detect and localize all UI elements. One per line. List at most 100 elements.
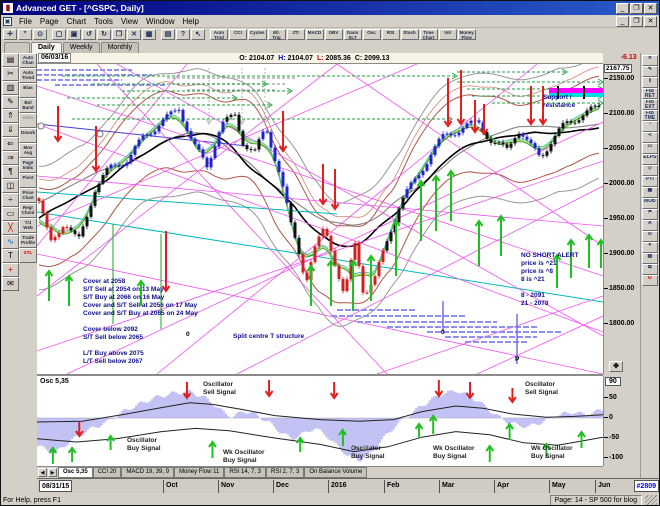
study-button-cci[interactable]: CCI	[229, 29, 247, 40]
elliott-wave-icon[interactable]: ∿	[2, 235, 19, 249]
trendlines-icon[interactable]: ╳	[2, 221, 19, 235]
study-button-rsi[interactable]: RSI	[381, 29, 400, 40]
rectangle-tool-icon[interactable]: ▭	[641, 143, 658, 154]
tile-windows-icon[interactable]: ▦	[142, 29, 156, 40]
child-restore-button[interactable]: ❐	[630, 15, 643, 27]
arrow-right-icon[interactable]: ⇒	[2, 151, 19, 165]
close-tool-icon[interactable]: ✕	[641, 55, 658, 66]
open-chart-icon[interactable]: ▤	[2, 53, 19, 67]
menu-view[interactable]: View	[120, 16, 139, 26]
tool-auto-trend[interactable]: Auto Trend	[19, 68, 37, 83]
time-wave-icon[interactable]: T	[2, 249, 19, 263]
tool-trade-profile[interactable]: Trade Profile	[19, 233, 37, 248]
menu-window[interactable]: Window	[146, 16, 175, 26]
undo-icon[interactable]: U	[641, 275, 658, 286]
split-view-icon[interactable]: ◫	[2, 179, 19, 193]
cut-icon[interactable]: ✂	[2, 67, 19, 81]
draw-icon[interactable]: ✎	[2, 95, 19, 109]
study-button-cycles[interactable]: Cycles	[248, 29, 267, 40]
menu-file[interactable]: File	[19, 16, 32, 26]
study-button-vol[interactable]: Vol	[438, 29, 457, 40]
tool-mov-avg[interactable]: Mov Avg	[19, 143, 37, 158]
save-chart-icon[interactable]: ▣	[67, 29, 81, 40]
menu-tools[interactable]: Tools	[94, 16, 113, 26]
study-tab-rsi-14-7-3[interactable]: RSI 14, 7, 3	[224, 467, 266, 478]
tab-scroll-left[interactable]: ◀	[38, 468, 47, 477]
pencil-tool-icon[interactable]: ✎	[641, 66, 658, 77]
tab-scroll-right[interactable]: ▶	[48, 468, 57, 477]
study-button-ell-trig[interactable]: Ell. Trig	[267, 29, 286, 40]
pointer-icon[interactable]: ✛	[3, 29, 17, 40]
oscillator-chart[interactable]	[37, 376, 603, 466]
study-button-jti[interactable]: JTI	[286, 29, 305, 40]
close-button[interactable]: ✕	[644, 2, 657, 14]
print-icon[interactable]: ▤	[161, 29, 175, 40]
date-axis[interactable]: 08/31/15 #2809 Oct Nov Dec 2016 Feb Mar Apr May…	[37, 478, 659, 493]
tab-monthly[interactable]: Monthly	[100, 42, 140, 53]
tab-daily[interactable]: Daily	[31, 42, 62, 53]
tool-pivot[interactable]: Pivot	[19, 173, 37, 188]
study-tab-cci-20[interactable]: CCI 20	[92, 467, 122, 478]
study-button-macd[interactable]: MACD	[305, 29, 324, 40]
menu-chart[interactable]: Chart	[66, 16, 87, 26]
paragraph-icon[interactable]: ¶	[2, 165, 19, 179]
delete-icon[interactable]: ✕	[127, 29, 141, 40]
study-button-osc[interactable]: Osc	[362, 29, 381, 40]
minimize-button[interactable]: _	[616, 2, 629, 14]
study-tab-macd-19-39-9[interactable]: MACD 19, 39, 9	[121, 467, 175, 478]
study-button-money-flow[interactable]: Money Flow	[457, 29, 476, 40]
menu-help[interactable]: Help	[182, 16, 199, 26]
child-minimize-button[interactable]: _	[616, 15, 629, 27]
copy-pages-icon[interactable]: ⧉	[641, 264, 658, 275]
study-tab-on-balance-volume[interactable]: On Balance Volume	[304, 467, 368, 478]
menu-page[interactable]: Page	[39, 16, 59, 26]
tool-price-clust[interactable]: Price Clust	[19, 188, 37, 203]
quote-icon[interactable]: ”	[18, 29, 32, 40]
ellipse-tool-icon[interactable]: ELPS	[641, 154, 658, 165]
tool-auto-chan[interactable]: Auto Chan	[19, 53, 37, 68]
arrow-down-icon[interactable]: ⇓	[2, 123, 19, 137]
oscillator-axis[interactable]: 90 50 0 -50 -100	[603, 376, 640, 466]
tool-xtl[interactable]: XTL	[19, 248, 37, 263]
tool-t-j-web[interactable]: T/J Web	[19, 218, 37, 233]
tool-regr-chnnl[interactable]: Regr Chnnl	[19, 203, 37, 218]
text-tool-icon[interactable]: A	[641, 220, 658, 231]
help-icon[interactable]: ?	[176, 29, 190, 40]
context-help-icon[interactable]: ↖	[191, 29, 205, 40]
arrow-up-icon[interactable]: ⇑	[2, 109, 19, 123]
fib-extension-icon[interactable]: FIB EXT	[641, 99, 658, 110]
pane-splitter[interactable]	[37, 374, 603, 376]
tool-dmark[interactable]: Dmark	[19, 128, 37, 143]
study-button-time-chart[interactable]: Time Chart	[419, 29, 438, 40]
restore-button[interactable]: ❐	[630, 2, 643, 14]
tab-weekly[interactable]: Weekly	[62, 42, 100, 53]
tool-bias[interactable]: Bias	[19, 83, 37, 98]
mail-icon[interactable]: ✉	[2, 277, 19, 291]
child-close-button[interactable]: ✕	[644, 15, 657, 27]
price-axis[interactable]: 2167.75 ✥ 2150.00 2100.00 2050.00 2000.00 19…	[603, 64, 640, 374]
study-button-stoch[interactable]: Stoch	[400, 29, 419, 40]
mob-icon[interactable]: MOB	[641, 198, 658, 209]
tool-page-indic[interactable]: Page Indic	[19, 158, 37, 173]
study-button-gann-slt[interactable]: Gann SLT	[343, 29, 362, 40]
pan-hand-icon[interactable]: ✥	[609, 361, 623, 372]
study-tab-rsi-2-7-3[interactable]: RSI 2, 7, 3	[266, 467, 305, 478]
arrow-left-icon[interactable]: ⇐	[2, 137, 19, 151]
resize-grip[interactable]	[645, 494, 657, 505]
cascade-icon[interactable]: ❒	[112, 29, 126, 40]
study-tab-money-flow-11[interactable]: Money Flow 11	[174, 467, 225, 478]
rectangle-icon[interactable]: ▭	[2, 207, 19, 221]
fib-circle-icon[interactable]: ◔	[641, 121, 658, 132]
new-chart-icon[interactable]: ▢	[52, 29, 66, 40]
zoom-icon[interactable]: ⊙	[33, 29, 47, 40]
plus-marker-icon[interactable]: +	[2, 263, 19, 277]
grid-icon[interactable]: ▦	[641, 187, 658, 198]
prev-issue-icon[interactable]: ↺	[82, 29, 96, 40]
magnify-icon[interactable]: ⊙	[641, 231, 658, 242]
price-chart[interactable]	[37, 64, 603, 374]
bias-reversal-icon[interactable]: ⚑	[641, 209, 658, 220]
tool-bol-band[interactable]: Bol Band	[19, 98, 37, 113]
divide-icon[interactable]: ÷	[2, 193, 19, 207]
expansion-icon[interactable]: ≺	[641, 132, 658, 143]
hatch-icon[interactable]: ▨	[641, 253, 658, 264]
